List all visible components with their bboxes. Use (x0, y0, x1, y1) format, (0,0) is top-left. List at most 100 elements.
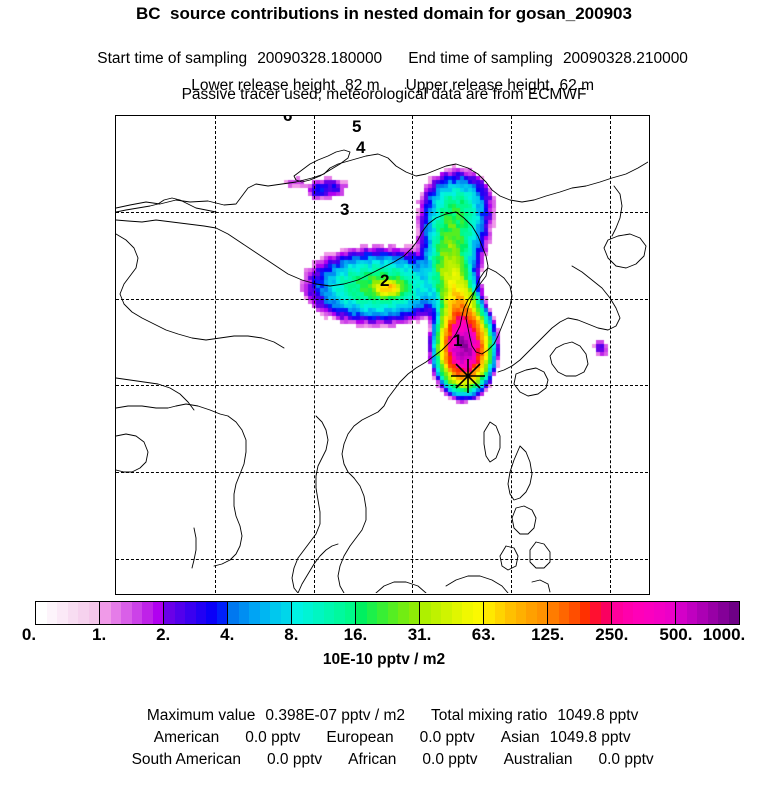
american-label: American (153, 729, 220, 746)
colorbar-step (377, 602, 388, 624)
colorbar-band-0 (36, 602, 100, 624)
colorbar-step (67, 602, 78, 624)
colorbar-step (46, 602, 57, 624)
start-time-value: 20090328.180000 (257, 50, 383, 67)
colorbar-step (366, 602, 377, 624)
colorbar-tick-labels: 0. 1. 2. 4. 8. 16. 31. 63. 125. 250. 500. 1000. (0, 625, 768, 647)
colorbar-step (164, 602, 175, 624)
colorbar-band-3 (228, 602, 292, 624)
colorbar-step (612, 602, 623, 624)
colorbar-step (323, 602, 334, 624)
colorbar (35, 601, 740, 625)
colorbar-step (249, 602, 260, 624)
footer-summary-line: Maximum value 0.398E-07 pptv / m2 Total mi… (0, 689, 768, 743)
colorbar-step (344, 602, 355, 624)
trajectory-label-3: 3 (340, 200, 350, 219)
colorbar-step (292, 602, 303, 624)
colorbar-band-4 (292, 602, 356, 624)
colorbar-step (718, 602, 729, 624)
map-canvas: 1 2 3 4 5 6 (116, 116, 648, 593)
colorbar-step (420, 602, 431, 624)
colorbar-step (142, 602, 153, 624)
south-american-value: 0.0 pptv (267, 751, 323, 768)
colorbar-step (259, 602, 270, 624)
colorbar-step (600, 602, 611, 624)
colorbar-band-2 (164, 602, 228, 624)
colorbar-step (505, 602, 516, 624)
map-panel: 1 2 3 4 5 6 (115, 115, 650, 595)
colorbar-step (356, 602, 367, 624)
colorbar-tick-1: 1. (91, 625, 107, 644)
european-value: 0.0 pptv (419, 729, 475, 746)
colorbar-step (57, 602, 68, 624)
colorbar-step (131, 602, 142, 624)
colorbar-step (280, 602, 291, 624)
gridline-horizontal (116, 559, 648, 560)
colorbar-step (36, 602, 47, 624)
maximum-value-label: Maximum value (146, 707, 256, 724)
concentration-heatmap (116, 116, 648, 593)
colorbar-band-7 (484, 602, 548, 624)
colorbar-step (216, 602, 227, 624)
colorbar-step (313, 602, 324, 624)
asian-label: Asian (500, 729, 540, 746)
colorbar-step (590, 602, 601, 624)
start-time-label: Start time of sampling (97, 50, 248, 67)
colorbar-tick-7: 63. (471, 625, 496, 644)
australian-label: Australian (503, 751, 573, 768)
footer-region-line-1: American 0.0 pptv European 0.0 pptv Asian 104… (0, 711, 768, 765)
gridline-vertical (314, 116, 315, 593)
lower-release-height-value: 82 m (345, 77, 380, 94)
colorbar-band-5 (356, 602, 420, 624)
colorbar-tick-0: 0. (21, 625, 37, 644)
african-value: 0.0 pptv (422, 751, 478, 768)
gridline-horizontal (116, 299, 648, 300)
release-point-marker (451, 359, 485, 393)
colorbar-step (121, 602, 132, 624)
lower-release-height-label: Lower release height (191, 77, 336, 94)
colorbar-tick-9: 250. (595, 625, 629, 644)
page-title: BC source contributions in nested domain… (136, 4, 632, 23)
colorbar-step (270, 602, 281, 624)
colorbar-step (526, 602, 537, 624)
colorbar-step (462, 602, 473, 624)
colorbar-step (558, 602, 569, 624)
colorbar-tick-6: 31. (407, 625, 432, 644)
colorbar-step (728, 602, 739, 624)
colorbar-step (238, 602, 249, 624)
colorbar-step (185, 602, 196, 624)
maximum-value: 0.398E-07 pptv / m2 (265, 707, 406, 724)
colorbar-step (484, 602, 495, 624)
colorbar-step (398, 602, 409, 624)
colorbar-band-1 (100, 602, 164, 624)
gridline-horizontal (116, 472, 648, 473)
colorbar-step (686, 602, 697, 624)
trajectory-label-4: 4 (356, 138, 366, 157)
gridline-vertical (215, 116, 216, 593)
gridline-horizontal (116, 212, 648, 213)
end-time-value: 20090328.210000 (562, 50, 688, 67)
colorbar-step (78, 602, 89, 624)
colorbar-tick-3: 4. (220, 625, 235, 644)
colorbar-step (676, 602, 687, 624)
upper-release-height-value: 62 m (559, 77, 594, 94)
colorbar-step (195, 602, 206, 624)
colorbar-step (110, 602, 121, 624)
gridline-vertical (511, 116, 512, 593)
upper-release-height-label: Upper release height (405, 77, 550, 94)
european-label: European (326, 729, 394, 746)
colorbar-step (387, 602, 398, 624)
sampling-time-line: Start time of sampling 20090328.180000 End… (0, 32, 768, 86)
colorbar-step (622, 602, 633, 624)
asian-value: 1049.8 pptv (549, 729, 631, 746)
gridline-vertical (610, 116, 611, 593)
colorbar-step (228, 602, 239, 624)
colorbar-step (430, 602, 441, 624)
total-mixing-ratio-value: 1049.8 pptv (557, 707, 639, 724)
colorbar-step (633, 602, 644, 624)
colorbar-band-6 (420, 602, 484, 624)
colorbar-step (579, 602, 590, 624)
colorbar-band-9 (612, 602, 676, 624)
colorbar-band-10 (676, 602, 739, 624)
colorbar-step (206, 602, 217, 624)
